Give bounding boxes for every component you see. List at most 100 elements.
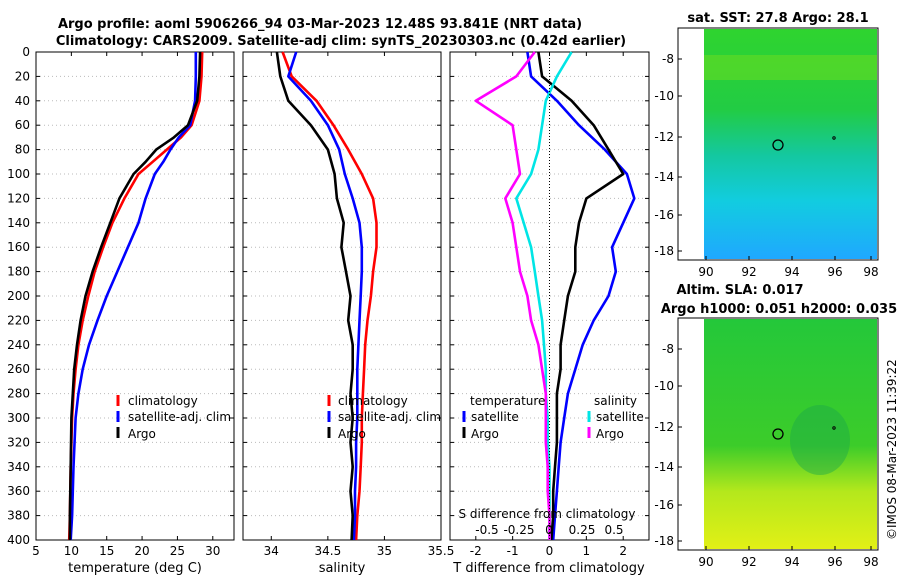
legend-label-satellite: satellite-adj. clim [128,410,231,424]
series-line-s-argo [474,51,551,540]
y-tick-label: 180 [7,265,30,279]
map-x-tick-label: 92 [741,265,756,279]
y-tick-label: 120 [7,191,30,205]
y-tick-label: 160 [7,240,30,254]
small-marker [832,136,836,140]
map-y-tick-label: -18 [654,244,674,258]
y-tick-label: 400 [7,533,30,547]
title-line-1: Argo profile: aoml 5906266_94 03-Mar-202… [58,17,582,32]
map-x-tick-label: 98 [863,265,878,279]
x-tick-label: 34 [264,544,279,558]
legend-label-t-argo: Argo [471,427,499,441]
y-tick-label: 240 [7,338,30,352]
x-tick-label: 5 [32,544,40,558]
s-difference-label: S difference from climatology [459,507,636,521]
y-tick-label: 320 [7,435,30,449]
map-y-tick-label: -16 [654,208,674,222]
y-tick-label: 360 [7,484,30,498]
legend-label-s-argo: Argo [596,427,624,441]
s-difference-ticks: -0.5 -0.25 0 0.25 0.5 [475,523,623,537]
x-tick-label: 30 [205,544,220,558]
y-tick-label: 80 [15,143,30,157]
x-tick-label: 1 [583,544,591,558]
small-marker [832,426,836,430]
series-line-argo [68,51,202,540]
x-tick-label: 20 [134,544,149,558]
x-tick-label: 2 [619,544,627,558]
series-line-satellite-adj-clim [286,51,364,541]
map-y-tick-label: -8 [662,52,674,66]
sla-map-eddy [790,405,850,475]
sst-map-title: sat. SST: 27.8 Argo: 28.1 [687,11,868,26]
legend-label-argo: Argo [128,427,156,441]
salinity-xlabel: salinity [319,561,366,576]
legend-label-t-satellite: satellite [471,410,519,424]
series-line-s-satellite [514,51,573,540]
series-line-t-satellite [526,51,636,541]
legend-title-temperature: temperature [470,394,545,408]
y-tick-label: 40 [15,94,30,108]
x-tick-label: 35.5 [428,544,455,558]
map-x-tick-label: 90 [698,265,713,279]
map-x-tick-label: 94 [784,555,799,569]
y-tick-label: 280 [7,387,30,401]
legend-label-climatology: climatology [128,394,198,408]
x-tick-label: 0 [546,544,554,558]
sla-map-ticks: 90 92 94 96 98 -8 -10 -12 -14 -16 -18 [654,342,878,569]
series-line-climatology [281,51,378,541]
y-tick-label: 140 [7,216,30,230]
map-y-tick-label: -16 [654,498,674,512]
map-x-tick-label: 96 [827,265,842,279]
map-x-tick-label: 90 [698,555,713,569]
legend-label-argo: Argo [338,427,366,441]
x-tick-label: 34.5 [314,544,341,558]
y-tick-label: 220 [7,313,30,327]
y-tick-label: 0 [22,45,30,59]
temperature-legend: climatology satellite-adj. clim Argo [116,394,231,441]
s-diff-tick-label: 0.5 [604,523,623,537]
sla-map-field [704,319,877,549]
y-tick-label: 340 [7,460,30,474]
map-x-tick-label: 94 [784,265,799,279]
difference-xlabel: T difference from climatology [452,561,645,576]
map-x-tick-label: 96 [827,555,842,569]
s-diff-tick-label: -0.25 [503,523,534,537]
s-diff-tick-label: 0.25 [569,523,596,537]
y-tick-label: 20 [15,69,30,83]
x-tick-label: -1 [507,544,519,558]
imos-watermark: ©IMOS 08-Mar-2023 11:39:22 [885,359,899,540]
sla-map-title-1: Altim. SLA: 0.017 [677,283,804,298]
sst-map-warm-band [704,55,877,80]
x-tick-label: -2 [470,544,482,558]
title-line-2: Climatology: CARS2009. Satellite-adj cli… [56,34,626,49]
x-tick-label: 10 [64,544,79,558]
map-y-tick-label: -18 [654,534,674,548]
temperature-xlabel: temperature (deg C) [68,561,202,576]
map-y-tick-label: -12 [654,420,674,434]
y-tick-label: 300 [7,411,30,425]
map-y-tick-label: -10 [654,89,674,103]
map-y-tick-label: -14 [654,460,674,474]
y-tick-label: 380 [7,509,30,523]
legend-label-satellite: satellite-adj. clim [338,410,441,424]
s-diff-tick-label: -0.5 [475,523,498,537]
sst-map-ticks: 90 92 94 96 98 -8 -10 -12 -14 -16 -18 [654,52,878,279]
map-y-tick-label: -8 [662,342,674,356]
map-x-tick-label: 98 [863,555,878,569]
legend-label-s-satellite: satellite [596,410,644,424]
argo-location-marker [772,428,784,440]
difference-legend: temperature salinity satellite Argo sate… [462,394,644,441]
map-y-tick-label: -10 [654,379,674,393]
argo-location-marker [772,139,784,151]
map-x-tick-label: 92 [741,555,756,569]
map-y-tick-label: -12 [654,130,674,144]
y-tick-label: 60 [15,118,30,132]
series-line-t-argo [537,51,625,541]
line-layer [67,51,636,541]
series-line-satellite-adj-clim [69,52,198,541]
sla-map-title-2: Argo h1000: 0.051 h2000: 0.035 [661,302,897,317]
tick-layer: 5 10 15 20 25 30 34 34.5 35 35.5 -2 -1 0 1 20204060801… [7,45,649,558]
s-diff-tick-label: 0 [545,523,553,537]
x-tick-label: 35 [377,544,392,558]
